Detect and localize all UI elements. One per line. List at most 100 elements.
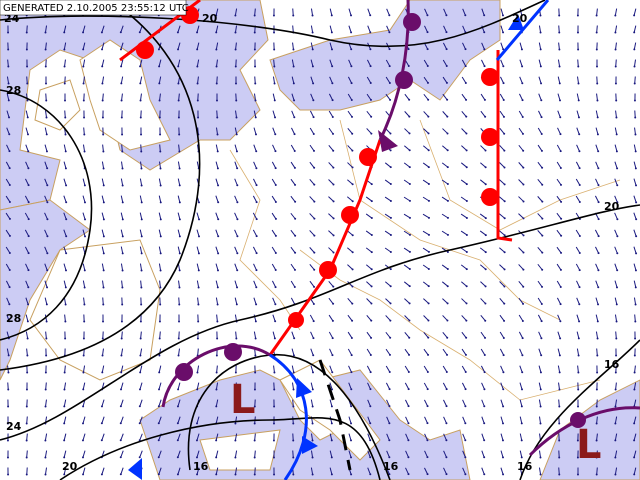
wind-vector xyxy=(519,42,523,50)
wind-head xyxy=(483,422,486,425)
wind-head xyxy=(541,251,544,254)
wind-vector xyxy=(481,42,485,50)
wind-head xyxy=(540,337,543,340)
wind-head xyxy=(520,422,523,425)
wind-head xyxy=(64,150,67,153)
wind-vector xyxy=(197,297,199,305)
wind-vector xyxy=(595,178,599,186)
wind-vector xyxy=(614,127,618,135)
wind-head xyxy=(197,303,200,306)
wind-head xyxy=(7,388,10,391)
wind-vector xyxy=(82,144,86,152)
wind-head xyxy=(541,268,544,271)
wind-head xyxy=(176,31,179,34)
wind-vector xyxy=(44,161,48,169)
wind-head xyxy=(484,217,487,220)
wind-vector xyxy=(158,416,162,424)
wind-head xyxy=(176,456,179,459)
wind-vector xyxy=(120,42,124,50)
wind-vector xyxy=(423,76,429,84)
wind-head xyxy=(576,456,579,459)
wind-head xyxy=(350,99,353,102)
wind-head xyxy=(597,218,600,221)
wind-vector xyxy=(158,229,162,237)
wind-head xyxy=(8,116,11,119)
wind-head xyxy=(26,337,29,340)
wind-vector xyxy=(422,179,430,185)
wind-head xyxy=(332,132,335,135)
wind-head xyxy=(503,285,506,288)
wind-vector xyxy=(196,433,200,441)
wind-vector xyxy=(614,297,618,305)
wind-head xyxy=(100,405,103,408)
wind-head xyxy=(578,320,581,323)
wind-vector xyxy=(556,297,562,305)
wind-head xyxy=(27,167,30,170)
wind-head xyxy=(330,473,333,476)
wind-head xyxy=(311,473,314,476)
wind-head xyxy=(27,184,30,187)
wind-head xyxy=(560,200,563,203)
wind-head xyxy=(540,116,543,119)
wind-head xyxy=(350,371,353,374)
wind-head xyxy=(331,65,334,68)
wind-head xyxy=(350,456,353,459)
wind-head xyxy=(351,234,354,237)
wind-vector xyxy=(310,467,314,475)
wind-head xyxy=(616,167,619,170)
wind-head xyxy=(465,132,468,135)
wind-vector xyxy=(44,144,48,152)
wind-vector xyxy=(158,348,162,356)
wind-vector xyxy=(44,178,48,186)
wind-head xyxy=(102,184,105,187)
wind-vector xyxy=(5,263,11,271)
wind-vector xyxy=(424,450,428,458)
wind-vector xyxy=(139,348,143,356)
wind-head xyxy=(274,269,277,272)
wind-head xyxy=(64,167,67,170)
wind-head xyxy=(483,456,486,459)
wind-vector xyxy=(196,229,200,237)
wind-vector xyxy=(499,93,505,101)
wind-vector xyxy=(253,314,257,322)
wind-head xyxy=(616,269,619,272)
wind-vector xyxy=(254,76,256,84)
wind-head xyxy=(157,405,160,408)
wind-vector xyxy=(500,399,504,407)
wind-head xyxy=(633,371,636,374)
wind-head xyxy=(426,422,429,425)
wind-head xyxy=(313,234,316,237)
wind-head xyxy=(503,149,506,152)
wind-head xyxy=(634,116,637,119)
wind-head xyxy=(26,99,29,102)
wind-vector xyxy=(404,111,410,117)
wind-head xyxy=(389,251,392,254)
wind-vector xyxy=(596,25,598,33)
wind-vector xyxy=(575,178,581,186)
wind-head xyxy=(615,303,618,306)
wind-head xyxy=(521,116,524,119)
wind-head xyxy=(178,286,181,289)
wind-vector xyxy=(422,264,430,270)
wind-head xyxy=(216,337,219,340)
wind-head xyxy=(331,354,334,357)
wind-head xyxy=(559,303,562,306)
wind-head xyxy=(235,337,238,340)
wind-head xyxy=(595,473,598,476)
wind-head xyxy=(389,319,392,322)
wind-vector xyxy=(367,25,371,33)
wind-head xyxy=(389,183,392,186)
wind-head xyxy=(407,439,410,442)
wind-head xyxy=(616,201,619,204)
wind-head xyxy=(464,388,467,391)
wind-vector xyxy=(595,280,599,288)
wind-vector xyxy=(403,196,411,202)
wind-head xyxy=(274,150,277,153)
wind-head xyxy=(389,216,392,219)
wind-head xyxy=(484,166,487,169)
wind-head xyxy=(216,320,219,323)
wind-vector xyxy=(25,314,29,322)
wind-vector xyxy=(45,399,47,407)
wind-head xyxy=(120,116,123,119)
wind-head xyxy=(293,166,296,169)
